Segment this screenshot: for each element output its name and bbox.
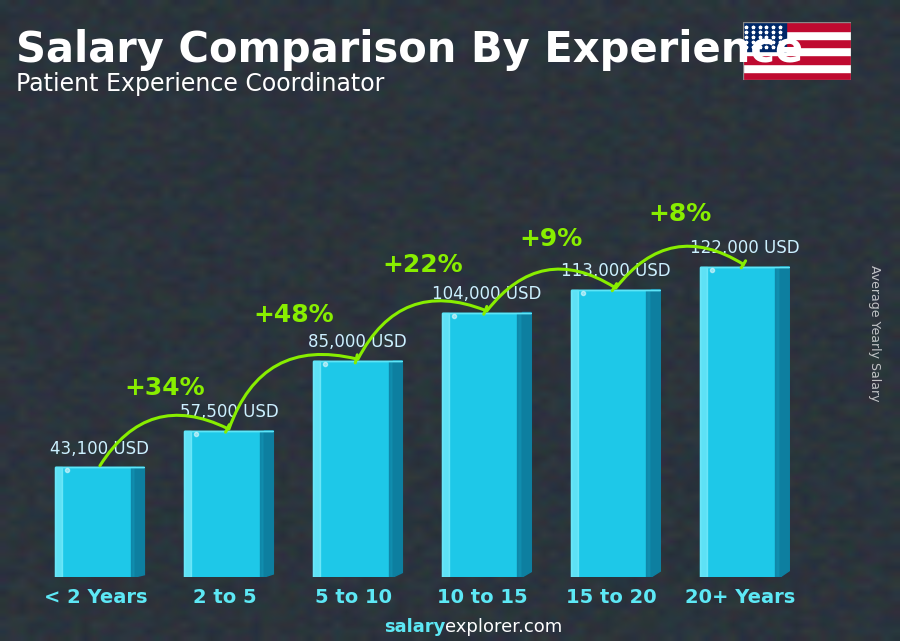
Bar [184,431,191,577]
Bar [742,47,850,55]
Bar [742,22,850,31]
Bar [313,361,320,577]
Text: 85,000 USD: 85,000 USD [309,333,407,351]
Polygon shape [393,361,402,577]
Text: 43,100 USD: 43,100 USD [50,440,149,458]
Text: +48%: +48% [253,303,334,328]
Text: 113,000 USD: 113,000 USD [561,262,670,280]
Bar [572,290,652,577]
Bar [742,63,850,72]
Bar [56,467,62,577]
Bar [442,313,522,577]
Text: +8%: +8% [649,202,712,226]
Text: Salary Comparison By Experience: Salary Comparison By Experience [16,29,804,71]
Polygon shape [135,467,144,577]
Bar [130,467,135,577]
Bar [742,72,850,80]
Text: 57,500 USD: 57,500 USD [179,403,278,421]
Bar [389,361,393,577]
Polygon shape [780,267,789,577]
Bar [259,431,265,577]
Text: +9%: +9% [519,227,583,251]
Text: explorer.com: explorer.com [446,618,562,636]
Text: Average Yearly Salary: Average Yearly Salary [868,265,881,401]
Bar [742,22,786,51]
Text: 122,000 USD: 122,000 USD [690,240,799,258]
Bar [742,55,850,63]
Bar [313,361,393,577]
Bar [776,267,780,577]
Bar [518,313,522,577]
Bar [56,467,135,577]
Bar [184,431,265,577]
Bar [742,39,850,47]
Bar [572,290,578,577]
Bar [700,267,780,577]
Text: Patient Experience Coordinator: Patient Experience Coordinator [16,72,384,96]
Polygon shape [652,290,661,577]
Bar [442,313,449,577]
Bar [646,290,652,577]
Text: salary: salary [384,618,446,636]
Bar [742,31,850,39]
Bar [700,267,706,577]
Text: +34%: +34% [124,376,204,400]
Polygon shape [265,431,274,577]
Text: 104,000 USD: 104,000 USD [432,285,542,303]
Polygon shape [522,313,531,577]
Text: +22%: +22% [382,253,463,276]
